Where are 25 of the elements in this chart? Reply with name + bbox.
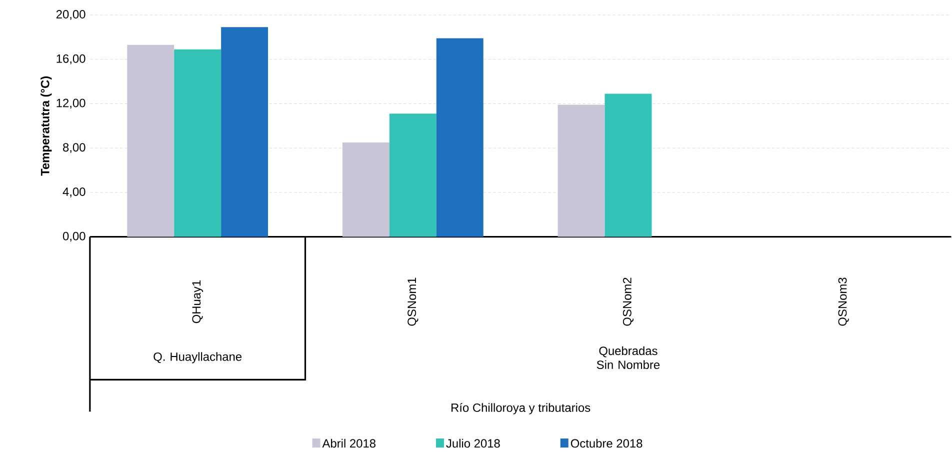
text: Quebradas Sin Nombre: [596, 346, 660, 370]
text: Q. Huayllachane: [154, 352, 242, 364]
legend-label: Julio 2018: [446, 439, 500, 448]
bar: [127, 45, 174, 237]
x-tick-label: QHuay1: [192, 280, 204, 324]
legend-label: Abril 2018: [322, 439, 376, 448]
bar: [342, 142, 390, 237]
bar: [436, 38, 484, 237]
y-tick-label: 4,00: [62, 188, 86, 198]
y-axis-title: Temperatutra (°C): [40, 76, 52, 176]
legend-label: Octubre 2018: [570, 439, 642, 448]
y-tick-label: 20,00: [56, 10, 86, 20]
bar: [604, 94, 652, 237]
x-tick-label: QSNom3: [838, 278, 849, 326]
x-tick-label: QSNom1: [408, 278, 418, 326]
text: Río Chilloroya y tributarios: [452, 403, 590, 414]
x-tick-label: QSNom2: [622, 278, 634, 326]
y-tick-label: 8,00: [63, 143, 86, 154]
y-tick-label: 12,00: [56, 98, 86, 109]
bar: [389, 114, 436, 237]
bar: [221, 27, 268, 237]
y-tick-label: 0,00: [62, 232, 86, 242]
bar: [174, 50, 222, 237]
y-tick-label: 16,00: [56, 54, 86, 64]
bar: [558, 105, 605, 237]
